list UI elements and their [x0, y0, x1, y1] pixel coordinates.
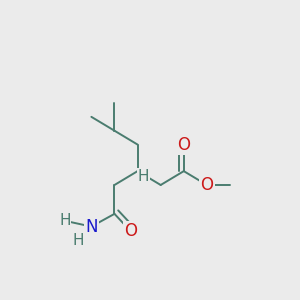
Text: H: H	[59, 213, 70, 228]
Text: H: H	[73, 233, 84, 248]
Text: O: O	[177, 136, 190, 154]
Text: N: N	[85, 218, 98, 236]
Text: H: H	[138, 169, 149, 184]
Text: N: N	[85, 218, 98, 236]
Text: O: O	[124, 222, 137, 240]
Text: O: O	[200, 176, 213, 194]
